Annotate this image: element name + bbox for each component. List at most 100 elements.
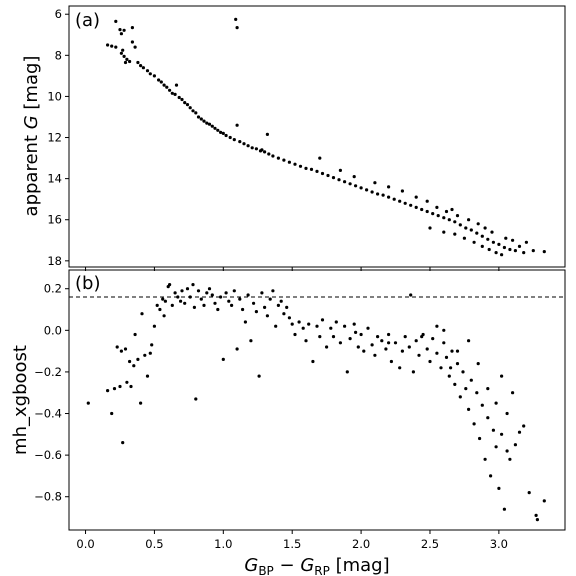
data-point (428, 226, 432, 230)
data-point (110, 44, 114, 48)
data-point (442, 341, 446, 345)
data-point (478, 436, 482, 441)
data-point (263, 305, 267, 309)
data-point (207, 122, 212, 126)
data-point (380, 339, 384, 343)
data-point (267, 152, 271, 156)
data-point (224, 291, 228, 295)
data-point (246, 293, 250, 297)
data-point (480, 403, 484, 407)
data-point (531, 249, 535, 253)
data-point (420, 207, 424, 212)
data-point (125, 380, 129, 384)
data-point (425, 199, 429, 203)
panel-b-xlabel: GBP − GRP [mag] (244, 555, 389, 576)
y-tick-label: −0.2 (34, 365, 62, 379)
panel-a-points (106, 17, 546, 257)
data-point (366, 326, 370, 330)
data-point (508, 457, 512, 461)
data-point (348, 337, 352, 341)
data-point (453, 382, 457, 386)
data-point (510, 391, 515, 395)
data-point (345, 370, 349, 374)
data-point (315, 324, 319, 328)
data-point (370, 343, 374, 347)
data-point (213, 126, 217, 130)
data-point (232, 289, 236, 293)
data-point (129, 384, 133, 389)
data-point (158, 307, 162, 312)
data-point (425, 347, 429, 351)
data-point (444, 355, 449, 359)
data-point (447, 218, 451, 222)
data-point (435, 351, 439, 355)
data-point (128, 59, 132, 64)
data-point (475, 231, 479, 235)
data-point (162, 314, 166, 318)
data-point (420, 335, 424, 339)
data-point (285, 305, 289, 309)
y-tick-label: −0.4 (34, 407, 62, 421)
data-point (254, 147, 258, 151)
data-point (337, 178, 341, 182)
data-point (140, 312, 144, 316)
data-point (219, 130, 223, 134)
data-point (265, 132, 269, 136)
data-point (318, 335, 322, 339)
data-point (504, 236, 508, 240)
data-point (491, 240, 495, 244)
data-point (517, 244, 522, 248)
y-tick-label: 10 (47, 89, 62, 103)
data-point (274, 324, 278, 328)
data-point (359, 332, 363, 337)
x-tick-label: 2.0 (352, 537, 370, 551)
data-point (403, 335, 407, 339)
data-point (304, 339, 308, 343)
data-point (486, 387, 490, 391)
data-point (455, 214, 460, 218)
data-point (114, 19, 118, 23)
data-point (257, 374, 261, 378)
data-point (250, 146, 254, 150)
data-point (139, 64, 143, 68)
data-point (183, 101, 187, 105)
data-point (502, 507, 506, 511)
data-point (161, 297, 165, 301)
data-point (176, 295, 180, 299)
data-point (500, 374, 504, 378)
data-point (106, 43, 110, 47)
data-point (148, 351, 152, 355)
data-point (436, 214, 440, 218)
data-point (133, 332, 137, 337)
data-point (376, 335, 380, 339)
data-point (196, 289, 201, 293)
data-point (489, 474, 493, 478)
data-point (490, 230, 494, 234)
data-point (202, 119, 206, 123)
data-point (194, 111, 198, 115)
data-point (192, 305, 196, 309)
data-point (359, 186, 363, 190)
y-tick-label: 0.2 (44, 282, 62, 296)
panel-b-frame (68, 269, 566, 531)
data-point (165, 85, 169, 89)
data-point (228, 135, 232, 140)
y-tick-label: −0.6 (34, 448, 62, 462)
data-point (334, 320, 338, 324)
data-point (431, 212, 435, 216)
data-point (389, 359, 393, 364)
data-point (467, 218, 471, 222)
data-point (491, 428, 495, 432)
panel-b: 0.2 0.0 −0.2 −0.4 −0.6 −0.8 0.0 0.5 1.0 1.5 2.0 2.5… (10, 269, 566, 576)
data-point (276, 303, 280, 307)
data-point (343, 324, 347, 328)
data-point (180, 289, 184, 293)
data-point (476, 222, 480, 226)
data-point (417, 353, 421, 357)
data-point (136, 60, 140, 65)
data-point (362, 349, 366, 353)
data-point (121, 441, 125, 445)
data-point (354, 184, 358, 188)
data-point (400, 189, 404, 193)
data-point (453, 232, 457, 236)
